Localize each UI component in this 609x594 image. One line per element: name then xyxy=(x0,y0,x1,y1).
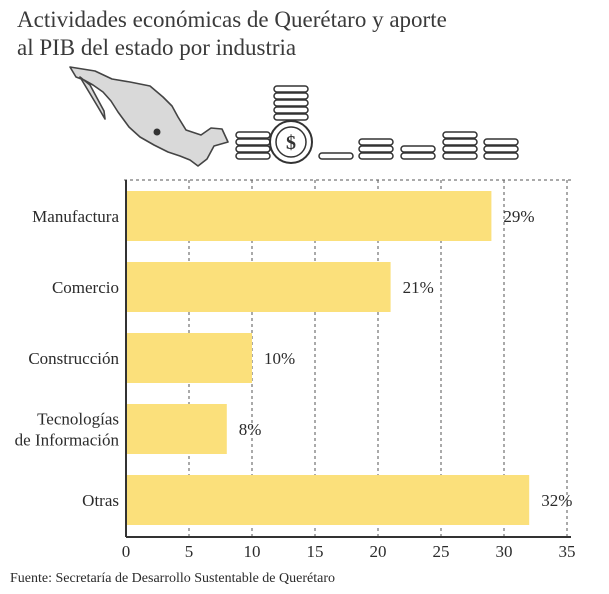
chart-title: Actividades económicas de Querétaro y ap… xyxy=(17,6,457,62)
coin xyxy=(235,138,271,146)
value-label: 8% xyxy=(239,420,262,439)
category-label: Comercio xyxy=(52,278,119,297)
coin xyxy=(235,131,271,139)
category-labels: Manufactura Comercio Construcción Tecnologí… xyxy=(15,207,120,510)
coin xyxy=(358,145,394,153)
category-label: Construcción xyxy=(28,349,119,368)
bar xyxy=(127,191,492,241)
value-labels: 29% 21% 10% 8% 32% xyxy=(239,207,573,510)
coin xyxy=(400,145,436,153)
coin xyxy=(400,152,436,160)
coin xyxy=(273,106,309,114)
mexico-map-icon xyxy=(69,66,229,167)
bar xyxy=(127,262,391,312)
coin xyxy=(318,152,354,160)
x-tick-label: 10 xyxy=(244,542,261,561)
coin xyxy=(442,138,478,146)
coin xyxy=(358,138,394,146)
coin xyxy=(483,145,519,153)
coin xyxy=(442,152,478,160)
coin xyxy=(273,92,309,100)
value-label: 29% xyxy=(503,207,534,226)
coin xyxy=(442,145,478,153)
coin xyxy=(442,131,478,139)
coin xyxy=(483,152,519,160)
dollar-coin-icon: $ xyxy=(269,120,313,164)
value-label: 10% xyxy=(264,349,295,368)
x-tick-label: 20 xyxy=(370,542,387,561)
coin xyxy=(358,152,394,160)
bar xyxy=(127,475,530,525)
category-label: Tecnologías de Información xyxy=(15,410,120,450)
bars xyxy=(127,191,530,525)
category-label: Otras xyxy=(82,491,119,510)
chart-title-line-2: al PIB del estado por industria xyxy=(17,35,297,60)
x-tick-label: 35 xyxy=(559,542,576,561)
coin xyxy=(273,85,309,93)
source-note: Fuente: Secretaría de Desarrollo Sustent… xyxy=(10,571,335,586)
coin xyxy=(235,152,271,160)
bar xyxy=(127,333,252,383)
chart-title-line-1: Actividades económicas de Querétaro y ap… xyxy=(17,7,447,32)
x-tick-label: 30 xyxy=(496,542,513,561)
coin xyxy=(483,138,519,146)
coin xyxy=(235,145,271,153)
x-tick-labels: 0 5 10 15 20 25 30 35 xyxy=(122,542,576,561)
bar xyxy=(127,404,227,454)
x-tick-label: 0 xyxy=(122,542,131,561)
x-tick-label: 5 xyxy=(185,542,194,561)
coin-stack-icon xyxy=(235,85,519,160)
x-tick-label: 15 xyxy=(307,542,324,561)
value-label: 21% xyxy=(403,278,434,297)
grid-lines xyxy=(124,179,571,538)
value-label: 32% xyxy=(541,491,572,510)
coin xyxy=(273,113,309,121)
svg-text:$: $ xyxy=(286,132,296,154)
x-tick-label: 25 xyxy=(433,542,450,561)
category-label: Manufactura xyxy=(32,207,119,226)
coin xyxy=(273,99,309,107)
